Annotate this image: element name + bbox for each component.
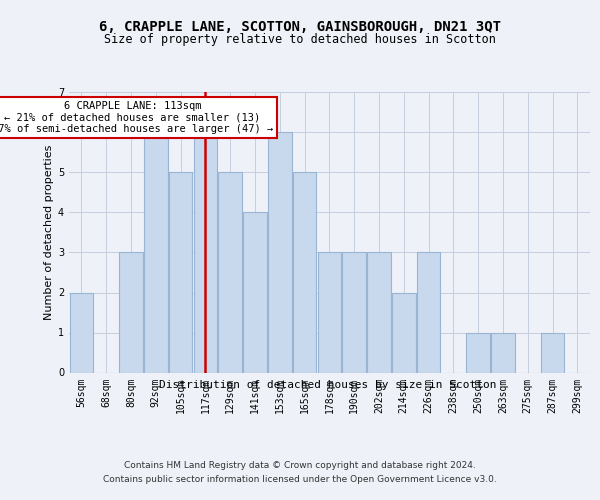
Bar: [541, 332, 565, 372]
Bar: [466, 332, 490, 372]
Bar: [417, 252, 440, 372]
Bar: [293, 172, 316, 372]
Text: Contains HM Land Registry data © Crown copyright and database right 2024.: Contains HM Land Registry data © Crown c…: [124, 461, 476, 470]
Bar: [243, 212, 267, 372]
Bar: [367, 252, 391, 372]
Text: Contains public sector information licensed under the Open Government Licence v3: Contains public sector information licen…: [103, 475, 497, 484]
Text: 6, CRAPPLE LANE, SCOTTON, GAINSBOROUGH, DN21 3QT: 6, CRAPPLE LANE, SCOTTON, GAINSBOROUGH, …: [99, 20, 501, 34]
Bar: [119, 252, 143, 372]
Bar: [169, 172, 193, 372]
Text: Distribution of detached houses by size in Scotton: Distribution of detached houses by size …: [160, 380, 497, 390]
Bar: [343, 252, 366, 372]
Y-axis label: Number of detached properties: Number of detached properties: [44, 145, 54, 320]
Bar: [491, 332, 515, 372]
Bar: [392, 292, 416, 372]
Bar: [194, 132, 217, 372]
Bar: [218, 172, 242, 372]
Text: Size of property relative to detached houses in Scotton: Size of property relative to detached ho…: [104, 32, 496, 46]
Bar: [70, 292, 93, 372]
Bar: [144, 132, 167, 372]
Text: 6 CRAPPLE LANE: 113sqm
← 21% of detached houses are smaller (13)
77% of semi-det: 6 CRAPPLE LANE: 113sqm ← 21% of detached…: [0, 101, 273, 134]
Bar: [317, 252, 341, 372]
Bar: [268, 132, 292, 372]
